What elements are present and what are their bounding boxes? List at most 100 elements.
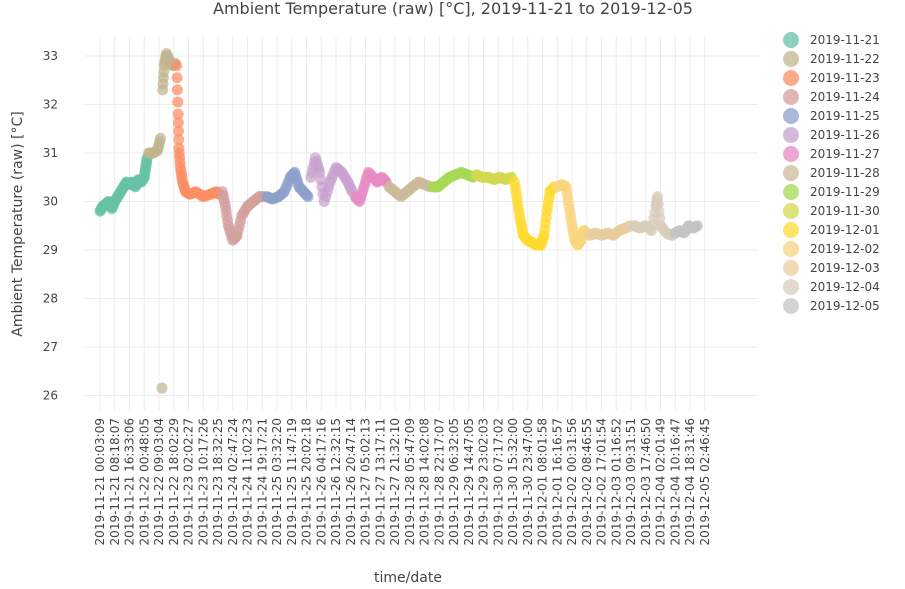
legend-entry-label: 2019-12-03 <box>810 261 880 275</box>
grid-lines <box>85 36 758 410</box>
x-tick-label: 2019-11-27 13:17:11 <box>373 418 387 545</box>
legend-marker <box>783 51 799 67</box>
x-tick-label: 2019-12-01 16:16:57 <box>550 418 564 545</box>
x-tick-label: 2019-12-01 08:01:58 <box>536 418 550 545</box>
data-point <box>172 96 184 108</box>
x-tick-label: 2019-11-30 07:17:02 <box>491 418 505 545</box>
legend: 2019-11-21 2019-11-22 2019-11-23 2019-11-24… <box>783 32 880 314</box>
y-tick-label: 27 <box>43 340 58 354</box>
x-axis-ticks: 2019-11-21 00:03:09 2019-11-21 08:18:07 20… <box>93 418 712 545</box>
x-tick-label: 2019-12-03 09:31:51 <box>624 418 638 545</box>
legend-entry-label: 2019-11-21 <box>810 33 880 47</box>
data-point <box>171 84 183 96</box>
x-tick-label: 2019-11-22 00:48:05 <box>137 418 151 545</box>
data-point <box>171 60 183 72</box>
x-tick-label: 2019-11-29 06:32:05 <box>447 418 461 545</box>
x-tick-label: 2019-11-26 04:17:16 <box>314 418 328 545</box>
data-point <box>156 382 168 394</box>
x-tick-label: 2019-11-28 22:17:07 <box>432 418 446 545</box>
x-tick-label: 2019-11-21 08:18:07 <box>108 418 122 545</box>
x-tick-label: 2019-11-24 02:47:24 <box>226 418 240 545</box>
x-tick-label: 2019-12-04 18:31:46 <box>683 418 697 545</box>
legend-marker <box>783 89 799 105</box>
x-tick-label: 2019-11-24 19:17:21 <box>255 418 269 545</box>
legend-entry-label: 2019-11-29 <box>810 185 880 199</box>
data-point <box>691 220 703 232</box>
y-tick-label: 31 <box>43 146 58 160</box>
legend-entry-label: 2019-11-28 <box>810 166 880 180</box>
legend-marker <box>783 70 799 86</box>
x-tick-label: 2019-11-22 18:02:29 <box>167 418 181 545</box>
x-tick-label: 2019-11-23 18:32:25 <box>211 418 225 545</box>
legend-entry-label: 2019-12-02 <box>810 242 880 256</box>
legend-marker <box>783 241 799 257</box>
legend-marker <box>783 108 799 124</box>
legend-entry-label: 2019-11-30 <box>810 204 880 218</box>
y-tick-label: 30 <box>43 194 58 208</box>
x-tick-label: 2019-11-28 14:02:08 <box>418 418 432 545</box>
x-tick-label: 2019-11-26 12:32:15 <box>329 418 343 545</box>
legend-marker <box>783 298 799 314</box>
legend-marker <box>783 203 799 219</box>
data-point <box>172 108 184 120</box>
legend-entry-label: 2019-11-25 <box>810 109 880 123</box>
x-tick-label: 2019-11-23 02:02:27 <box>182 418 196 545</box>
x-tick-label: 2019-11-27 05:02:13 <box>359 418 373 545</box>
x-tick-label: 2019-11-29 23:02:03 <box>477 418 491 545</box>
x-tick-label: 2019-12-03 17:46:50 <box>639 418 653 545</box>
chart-title: Ambient Temperature (raw) [°C], 2019-11-… <box>213 0 693 18</box>
legend-entry-label: 2019-11-26 <box>810 128 880 142</box>
legend-entry-label: 2019-12-05 <box>810 299 880 313</box>
y-axis-title: Ambient Temperature (raw) [°C] <box>10 111 26 336</box>
x-tick-label: 2019-11-27 21:32:10 <box>388 418 402 545</box>
y-axis-ticks: 26 27 28 29 30 31 32 33 <box>43 49 58 403</box>
x-tick-label: 2019-12-02 17:01:54 <box>595 418 609 545</box>
x-tick-label: 2019-11-29 14:47:05 <box>462 418 476 545</box>
data-point <box>173 134 185 146</box>
data-points <box>94 48 703 394</box>
legend-marker <box>783 279 799 295</box>
x-tick-label: 2019-12-05 02:46:45 <box>698 418 712 545</box>
legend-entry-label: 2019-11-24 <box>810 90 880 104</box>
data-point <box>302 191 314 203</box>
x-tick-label: 2019-12-02 00:31:56 <box>565 418 579 545</box>
x-tick-label: 2019-11-30 23:47:00 <box>521 418 535 545</box>
legend-marker <box>783 184 799 200</box>
legend-entry-label: 2019-11-27 <box>810 147 880 161</box>
x-tick-label: 2019-12-04 10:16:47 <box>668 418 682 545</box>
x-tick-label: 2019-11-30 15:32:00 <box>506 418 520 545</box>
legend-marker <box>783 260 799 276</box>
x-tick-label: 2019-11-24 11:02:23 <box>241 418 255 545</box>
y-tick-label: 29 <box>43 243 58 257</box>
y-tick-label: 26 <box>43 388 58 402</box>
x-tick-label: 2019-11-25 03:32:20 <box>270 418 284 545</box>
x-axis-title: time/date <box>374 570 442 586</box>
data-point <box>173 125 185 137</box>
x-tick-label: 2019-12-02 08:46:55 <box>580 418 594 545</box>
legend-marker <box>783 222 799 238</box>
data-point <box>171 72 183 84</box>
x-tick-label: 2019-12-04 02:01:49 <box>654 418 668 545</box>
x-tick-label: 2019-11-21 00:03:09 <box>93 418 107 545</box>
x-tick-label: 2019-11-21 16:33:06 <box>123 418 137 545</box>
legend-entry-label: 2019-11-23 <box>810 71 880 85</box>
y-tick-label: 32 <box>43 97 58 111</box>
x-tick-label: 2019-11-25 20:02:18 <box>300 418 314 545</box>
legend-entry-label: 2019-11-22 <box>810 52 880 66</box>
data-point <box>154 132 166 144</box>
legend-marker <box>783 146 799 162</box>
y-tick-label: 28 <box>43 291 58 305</box>
legend-entry-label: 2019-12-01 <box>810 223 880 237</box>
legend-marker <box>783 32 799 48</box>
x-tick-label: 2019-11-22 09:03:04 <box>152 418 166 545</box>
legend-entry-label: 2019-12-04 <box>810 280 880 294</box>
x-tick-label: 2019-11-28 05:47:09 <box>403 418 417 545</box>
x-tick-label: 2019-11-26 20:47:14 <box>344 418 358 545</box>
x-tick-label: 2019-11-25 11:47:19 <box>285 418 299 545</box>
legend-marker <box>783 127 799 143</box>
x-tick-label: 2019-12-03 01:16:52 <box>609 418 623 545</box>
data-point <box>172 117 184 129</box>
y-tick-label: 33 <box>43 49 58 63</box>
x-tick-label: 2019-11-23 10:17:26 <box>196 418 210 545</box>
